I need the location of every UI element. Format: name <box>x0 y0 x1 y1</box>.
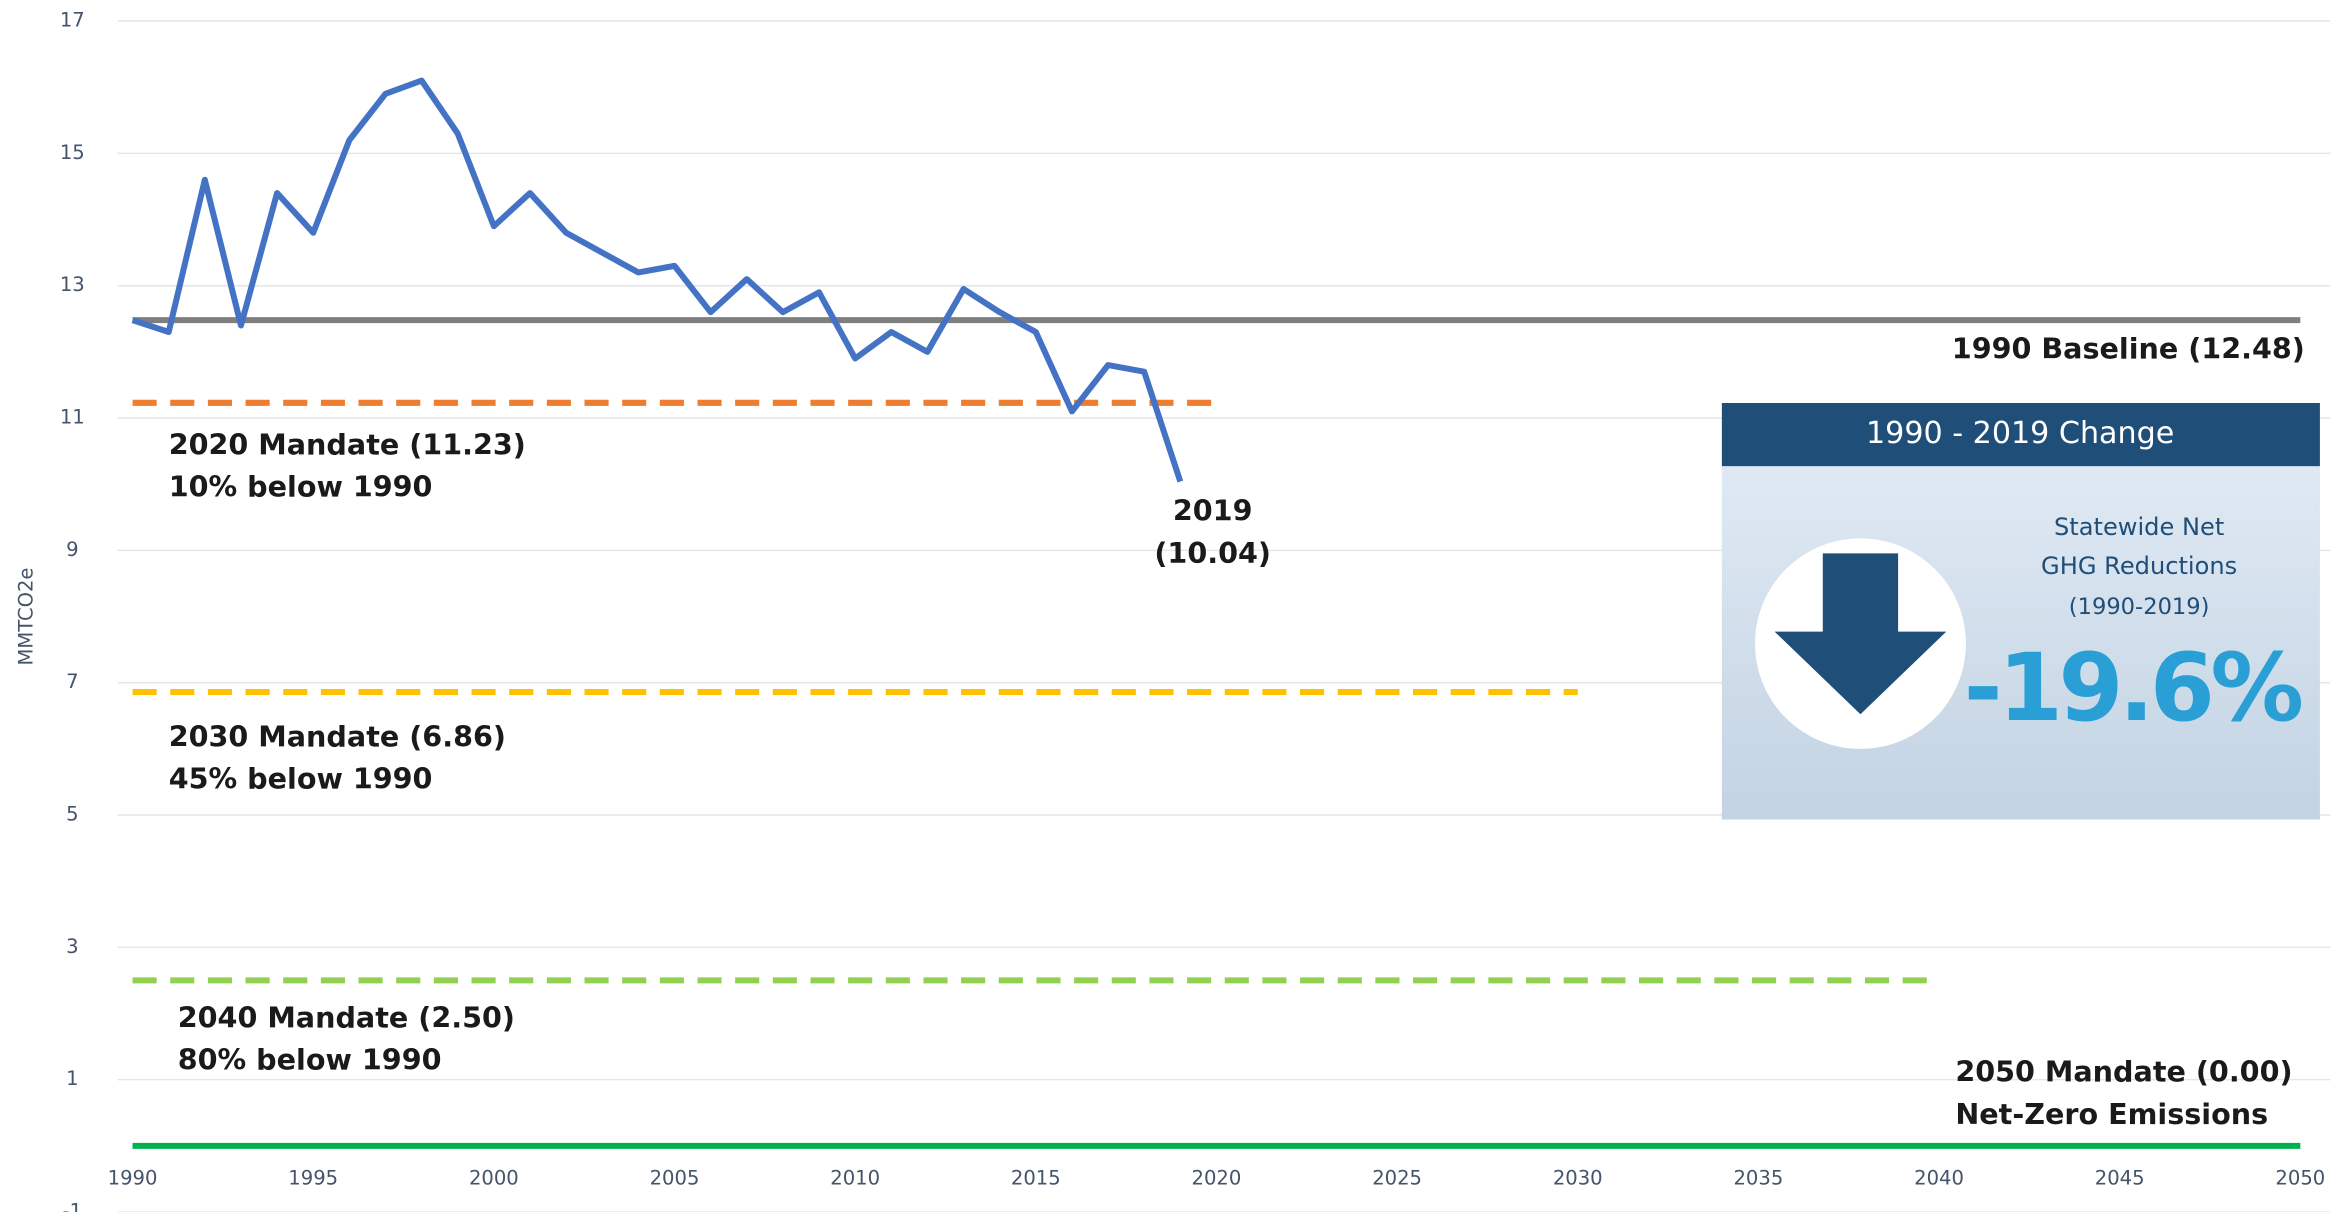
annotation: (10.04) <box>1154 536 1271 570</box>
reference-sublabel: 10% below 1990 <box>169 470 433 504</box>
y-tick-label: 5 <box>66 803 78 826</box>
down-arrow <box>1774 553 1947 715</box>
inset-panel: 1990 - 2019 Change Statewide Net GHG Red… <box>1721 402 2320 820</box>
y-tick-label: -1 <box>63 1200 83 1212</box>
reference-label: 2050 Mandate (0.00) <box>1955 1055 2292 1089</box>
y-tick-label: 1 <box>66 1067 78 1090</box>
y-axis-label: MMTCO2e <box>15 568 38 666</box>
x-tick-label: 2035 <box>1733 1166 1783 1189</box>
x-tick-label: 2015 <box>1011 1166 1061 1189</box>
x-tick-label: 1995 <box>288 1166 338 1189</box>
annotation: 2019 <box>1173 494 1253 528</box>
y-tick-label: 17 <box>60 9 85 32</box>
reference-label: 1990 Baseline (12.48) <box>1952 331 2305 365</box>
x-tick-label: 2010 <box>830 1166 880 1189</box>
reference-label: 2030 Mandate (6.86) <box>169 719 506 753</box>
reference-label: 2020 Mandate (11.23) <box>169 428 526 462</box>
y-tick-label: 3 <box>66 935 78 958</box>
inset-line: Statewide Net <box>2054 513 2224 541</box>
x-tick-label: 2000 <box>469 1166 519 1189</box>
y-tick-label: 13 <box>60 273 85 296</box>
y-tick-label: 7 <box>66 670 78 693</box>
inset-line: GHG Reductions <box>2041 552 2237 580</box>
reference-sublabel: 45% below 1990 <box>169 761 433 795</box>
x-tick-label: 2030 <box>1553 1166 1603 1189</box>
reference-sublabel: 80% below 1990 <box>178 1043 442 1077</box>
x-tick-label: 2025 <box>1372 1166 1422 1189</box>
data-line <box>131 77 1184 483</box>
x-tick-label: 1990 <box>108 1166 158 1189</box>
reference-sublabel: Net-Zero Emissions <box>1955 1097 2268 1131</box>
x-tick-label: 2040 <box>1914 1166 1964 1189</box>
reference-label: 2040 Mandate (2.50) <box>178 1001 515 1035</box>
x-tick-label: 2005 <box>650 1166 700 1189</box>
x-tick-label: 2050 <box>2275 1166 2325 1189</box>
inset-title: 1990 - 2019 Change <box>1866 416 2174 451</box>
inset-figure: -19.6% <box>1964 634 2302 743</box>
x-tick-label: 2045 <box>2095 1166 2145 1189</box>
y-tick-label: 9 <box>66 538 78 561</box>
y-tick-label: 11 <box>60 406 85 429</box>
y-tick-label: 15 <box>60 141 85 164</box>
inset-line: (1990-2019) <box>2069 594 2210 620</box>
inset-header <box>1721 402 2320 467</box>
x-tick-label: 2020 <box>1192 1166 1242 1189</box>
